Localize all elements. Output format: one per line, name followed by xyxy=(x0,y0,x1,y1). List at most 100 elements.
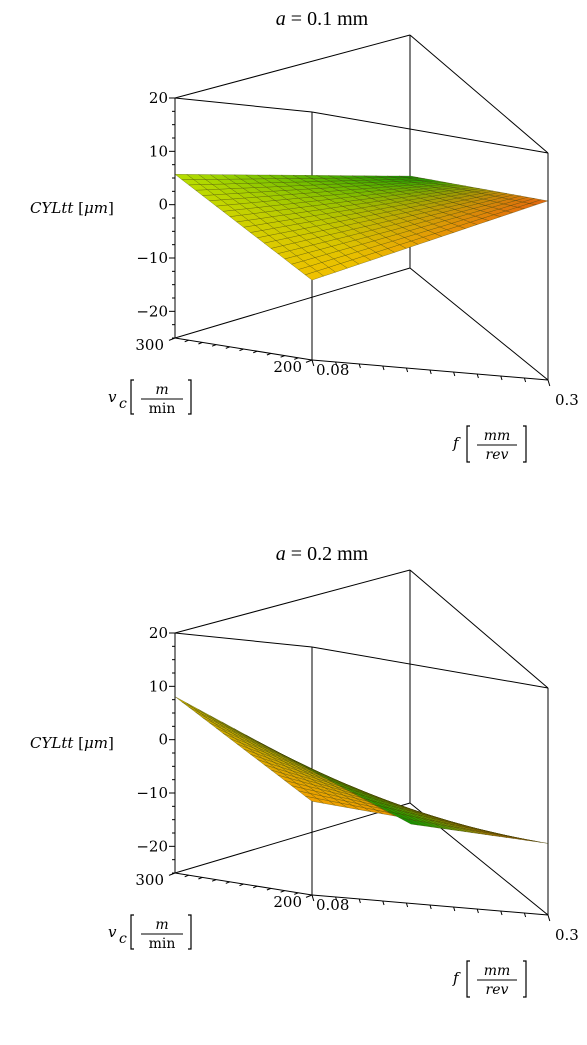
v-unit-denominator: min xyxy=(149,401,176,417)
v-bracket-left xyxy=(130,914,134,950)
box-edge xyxy=(174,632,313,648)
v-tick-mark xyxy=(266,887,272,891)
f-tick-mark xyxy=(500,375,503,381)
f-bracket-right xyxy=(523,960,527,998)
v-tick-mark xyxy=(225,881,230,884)
f-tick-label: 0.08 xyxy=(316,361,349,379)
z-axis-label: CYLtt [μm] xyxy=(30,734,114,752)
v-unit-numerator: m xyxy=(155,382,168,398)
f-tick-mark xyxy=(311,359,315,367)
v-tick-mark xyxy=(184,874,189,878)
f-unit-numerator: mm xyxy=(484,963,511,979)
f-tick-mark xyxy=(429,369,432,375)
v-tick-mark xyxy=(198,341,203,345)
z-tick-label: 10 xyxy=(149,677,168,695)
chart-title-text: = 0.1 mm xyxy=(286,8,369,30)
box-edge xyxy=(174,97,313,113)
v-tick-mark xyxy=(225,346,230,349)
f-tick-mark xyxy=(382,900,385,906)
z-tick-label: −20 xyxy=(136,302,168,320)
v-bracket-right xyxy=(188,914,192,950)
chart-title: a = 0.1 mm xyxy=(276,8,369,30)
f-bracket-left xyxy=(466,425,470,463)
v-tick-label: 200 xyxy=(273,358,302,376)
surface-plot-a-0.2: a = 0.2 mm 20 10 0 −10 −20 CYLtt [μm] 300 200 0.0… xyxy=(30,543,579,998)
f-tick-mark xyxy=(523,912,527,918)
f-tick-mark xyxy=(358,363,361,369)
z-tick-label: 0 xyxy=(158,731,168,749)
box-edge xyxy=(409,569,549,689)
f-tick-mark xyxy=(358,898,361,904)
f-unit-denominator: rev xyxy=(486,982,509,998)
v-unit-denominator: min xyxy=(149,936,176,952)
chart-title: a = 0.2 mm xyxy=(276,543,369,565)
box-edge xyxy=(174,267,411,339)
f-tick-mark xyxy=(429,904,432,910)
z-axis-unit-close: ] xyxy=(108,734,114,752)
box-edge xyxy=(311,111,549,154)
v-unit-numerator: m xyxy=(155,917,168,933)
v-tick-label: 300 xyxy=(135,871,164,889)
f-axis-variable: f xyxy=(452,434,461,452)
f-tick-mark xyxy=(311,894,315,902)
f-tick-mark xyxy=(547,379,551,387)
f-unit-numerator: mm xyxy=(484,428,511,444)
f-tick-label: 0.3 xyxy=(555,391,579,409)
f-bracket-right xyxy=(523,425,527,463)
surface-patch xyxy=(174,696,194,709)
box-edge xyxy=(409,267,549,381)
z-axis-variable: CYLtt xyxy=(30,734,74,752)
box-edge xyxy=(311,646,549,689)
f-bracket-left xyxy=(466,960,470,998)
surface-plot-a-0.1: a = 0.1 mm 20 10 0 −10 −20 CYLtt [μm] 300 200 0.0… xyxy=(30,8,579,463)
z-tick-label: 20 xyxy=(149,89,168,107)
f-tick-mark xyxy=(523,377,527,383)
box-edge xyxy=(174,569,411,634)
f-tick-mark xyxy=(476,908,479,914)
box-edge xyxy=(409,34,549,154)
v-tick-mark xyxy=(266,352,272,356)
v-tick-label: 300 xyxy=(135,336,164,354)
box-edge xyxy=(174,802,411,874)
f-tick-mark xyxy=(382,365,385,371)
f-axis-variable: f xyxy=(452,969,461,987)
z-axis-unit-close: ] xyxy=(108,199,114,217)
v-axis-variable: v xyxy=(108,923,117,941)
v-tick-mark xyxy=(184,339,189,343)
f-tick-label: 0.3 xyxy=(555,926,579,944)
v-tick-mark xyxy=(239,883,244,887)
f-tick-mark xyxy=(453,906,456,912)
v-bracket-right xyxy=(188,379,192,415)
f-tick-mark xyxy=(547,914,551,922)
f-tick-mark xyxy=(476,373,479,379)
f-tick-mark xyxy=(405,367,409,373)
chart-title-text: = 0.2 mm xyxy=(286,543,369,565)
z-tick-label: −10 xyxy=(136,249,168,267)
v-tick-mark xyxy=(280,890,285,893)
v-tick-mark xyxy=(211,344,217,347)
v-tick-mark xyxy=(305,359,313,363)
f-tick-mark xyxy=(335,361,338,367)
z-tick-label: 10 xyxy=(149,142,168,160)
surface xyxy=(174,174,549,281)
surface xyxy=(174,696,549,844)
f-tick-mark xyxy=(500,910,503,916)
f-tick-label: 0.08 xyxy=(316,896,349,914)
surface-patch xyxy=(399,175,418,178)
box-edge xyxy=(174,34,411,99)
surface-patch xyxy=(399,817,419,826)
z-tick-label: −20 xyxy=(136,837,168,855)
f-tick-mark xyxy=(335,896,338,902)
v-tick-mark xyxy=(294,892,299,895)
z-tick-label: 0 xyxy=(158,196,168,214)
v-tick-label: 200 xyxy=(273,893,302,911)
z-axis-unit-symbol: μm xyxy=(84,199,108,217)
z-axis-unit: [ xyxy=(73,734,84,752)
v-axis-subscript: c xyxy=(119,396,127,412)
v-bracket-left xyxy=(130,379,134,415)
v-tick-mark xyxy=(168,872,176,876)
f-tick-mark xyxy=(453,371,456,377)
v-axis-variable: v xyxy=(108,388,117,406)
v-tick-mark xyxy=(211,879,217,882)
